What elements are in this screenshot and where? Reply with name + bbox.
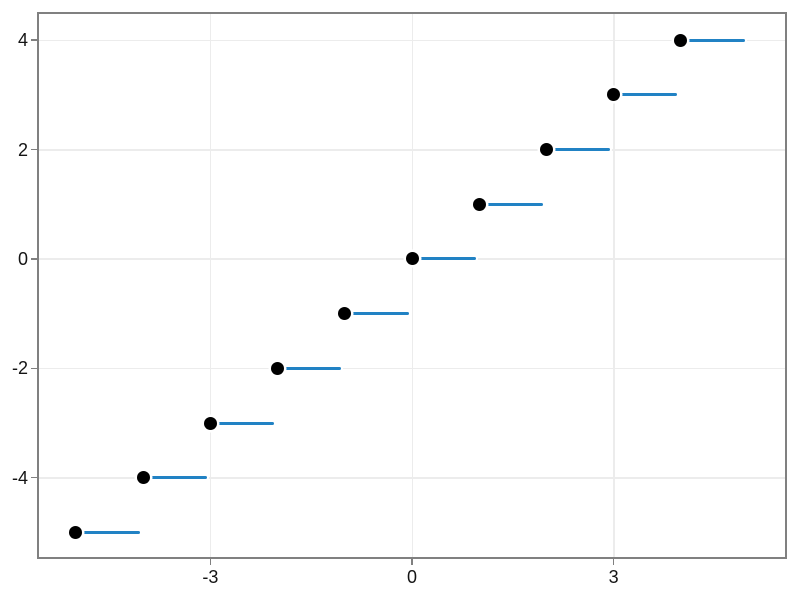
y-tick-label: -2: [11, 358, 28, 379]
step-segment: [613, 93, 678, 97]
x-tick: [411, 559, 413, 565]
y-gridline: [39, 39, 785, 42]
y-tick-label: 0: [17, 248, 28, 269]
step-segment: [546, 148, 611, 152]
step-segment: [479, 202, 544, 206]
y-tick: [31, 258, 37, 260]
y-gridline: [39, 149, 785, 151]
data-point-marker: [203, 416, 217, 430]
x-tick: [612, 559, 615, 565]
y-tick-label: 2: [17, 139, 28, 160]
y-tick: [31, 148, 37, 151]
y-tick: [31, 367, 37, 370]
y-gridline: [39, 477, 785, 479]
y-tick-label: 4: [17, 30, 28, 51]
x-tick: [209, 559, 212, 565]
step-segment: [143, 476, 207, 480]
y-tick: [31, 476, 37, 479]
step-segment: [277, 366, 342, 370]
data-point-marker: [271, 361, 285, 375]
x-tick-label: 3: [608, 567, 619, 587]
data-point-marker: [607, 88, 621, 102]
x-tick-label: -3: [202, 567, 219, 587]
data-point-marker: [69, 525, 83, 539]
x-tick-label: 0: [406, 567, 417, 587]
step-segment: [75, 530, 140, 534]
data-point-marker: [674, 33, 688, 47]
data-point-marker: [338, 307, 352, 321]
data-point-marker: [539, 143, 553, 157]
x-gridline: [411, 14, 413, 557]
y-tick: [31, 39, 37, 41]
step-segment: [412, 257, 476, 261]
data-point-marker: [472, 197, 486, 211]
step-segment: [210, 421, 275, 425]
step-segment: [344, 312, 409, 316]
y-tick-label: -4: [11, 467, 28, 488]
data-point-marker: [405, 252, 419, 266]
step-segment: [680, 38, 745, 42]
x-gridline: [209, 14, 212, 557]
y-gridline: [39, 367, 785, 370]
x-gridline: [613, 14, 615, 557]
data-point-marker: [136, 471, 150, 485]
